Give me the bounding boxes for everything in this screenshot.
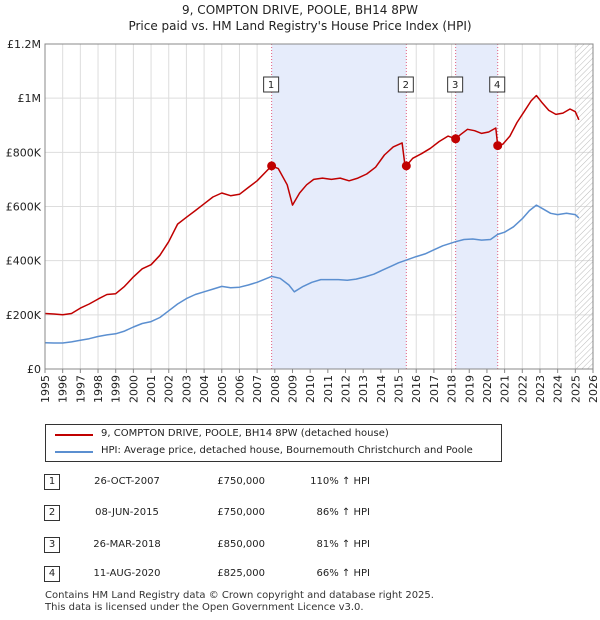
x-tick-label: 2006 xyxy=(233,375,246,403)
legend-swatch-hpi xyxy=(55,451,93,453)
y-tick-label: £800K xyxy=(6,146,42,159)
x-tick-label: 2013 xyxy=(357,375,370,403)
shaded-range xyxy=(455,44,498,369)
sale-price: £850,000 xyxy=(217,539,265,550)
sale-label: 3 xyxy=(452,80,458,91)
y-tick-label: £400K xyxy=(6,255,42,268)
sale-hpi-change: 110% ↑ HPI xyxy=(310,476,370,487)
sale-number: 1 xyxy=(44,474,60,490)
sale-row: 1 26-OCT-2007 £750,000 110% ↑ HPI xyxy=(0,473,600,493)
sale-point xyxy=(493,141,503,151)
x-tick-label: 2023 xyxy=(534,375,547,403)
chart-title: 9, COMPTON DRIVE, POOLE, BH14 8PW xyxy=(182,3,418,17)
sale-row: 2 08-JUN-2015 £750,000 86% ↑ HPI xyxy=(0,504,600,524)
x-tick-label: 2022 xyxy=(516,375,529,403)
x-tick-label: 2012 xyxy=(340,375,353,403)
x-tick-label: 2014 xyxy=(375,375,388,403)
x-tick-label: 2018 xyxy=(446,375,459,403)
sale-date: 08-JUN-2015 xyxy=(95,507,159,518)
x-tick-label: 2009 xyxy=(286,375,299,403)
x-tick-label: 1995 xyxy=(39,375,52,403)
legend: 9, COMPTON DRIVE, POOLE, BH14 8PW (detac… xyxy=(45,424,502,462)
sale-point xyxy=(451,134,461,144)
x-tick-label: 2008 xyxy=(269,375,282,403)
x-tick-label: 2020 xyxy=(481,375,494,403)
x-tick-label: 2019 xyxy=(463,375,476,403)
sale-price: £750,000 xyxy=(217,476,265,487)
sale-date: 26-OCT-2007 xyxy=(94,476,160,487)
footer-copyright: Contains HM Land Registry data © Crown c… xyxy=(45,590,434,601)
sale-number: 3 xyxy=(44,537,60,553)
x-tick-label: 1997 xyxy=(74,375,87,403)
shaded-range xyxy=(271,44,407,369)
hpi-line xyxy=(44,204,580,344)
sale-point xyxy=(267,161,277,171)
x-tick-label: 2026 xyxy=(587,375,600,403)
chart-subtitle: Price paid vs. HM Land Registry's House … xyxy=(128,19,472,33)
y-tick-label: £0 xyxy=(27,363,41,376)
x-tick-label: 2011 xyxy=(322,375,335,403)
legend-swatch-property xyxy=(55,434,93,436)
x-tick-label: 2004 xyxy=(198,375,211,403)
sale-label-box xyxy=(447,76,464,93)
sale-label: 1 xyxy=(268,80,274,91)
price-chart: 1 2 3 4 £0 £200K £400K £600K £800K £1M £1.2M 1995 1… xyxy=(6,38,600,403)
property-price-line xyxy=(44,94,580,316)
y-tick-label: £1.2M xyxy=(7,38,41,51)
sale-date: 11-AUG-2020 xyxy=(93,568,161,579)
x-tick-label: 2010 xyxy=(304,375,317,403)
x-tick-label: 1996 xyxy=(57,375,70,403)
x-tick-label: 2001 xyxy=(145,375,158,403)
sale-label-box xyxy=(489,76,506,93)
x-tick-label: 2025 xyxy=(569,375,582,403)
sale-point xyxy=(401,161,411,171)
sale-label: 4 xyxy=(494,80,500,91)
x-tick-label: 2002 xyxy=(163,375,176,403)
x-tick-label: 2003 xyxy=(180,375,193,403)
sale-row: 4 11-AUG-2020 £825,000 66% ↑ HPI xyxy=(0,565,600,585)
x-tick-label: 1999 xyxy=(110,375,123,403)
forecast-hatch xyxy=(575,44,593,369)
sale-price: £825,000 xyxy=(217,568,265,579)
x-tick-label: 2007 xyxy=(251,375,264,403)
sale-date: 26-MAR-2018 xyxy=(93,539,161,550)
legend-label-hpi: HPI: Average price, detached house, Bour… xyxy=(101,445,473,456)
x-tick-label: 2017 xyxy=(428,375,441,403)
y-tick-label: £600K xyxy=(6,201,42,214)
sale-number: 2 xyxy=(44,505,60,521)
sale-label-box xyxy=(263,76,280,93)
sale-number: 4 xyxy=(44,566,60,582)
x-tick-label: 2000 xyxy=(127,375,140,403)
y-tick-label: £1M xyxy=(18,92,42,105)
x-tick-label: 2015 xyxy=(393,375,406,403)
sale-price: £750,000 xyxy=(217,507,265,518)
y-tick-label: £200K xyxy=(6,309,42,322)
plot-frame xyxy=(44,43,594,370)
sale-hpi-change: 66% ↑ HPI xyxy=(316,568,370,579)
sale-label-box xyxy=(397,76,414,93)
x-tick-label: 2005 xyxy=(216,375,229,403)
x-tick-label: 1998 xyxy=(92,375,105,403)
sale-hpi-change: 81% ↑ HPI xyxy=(316,539,370,550)
legend-label-property: 9, COMPTON DRIVE, POOLE, BH14 8PW (detac… xyxy=(101,428,389,439)
x-tick-label: 2021 xyxy=(499,375,512,403)
sale-row: 3 26-MAR-2018 £850,000 81% ↑ HPI xyxy=(0,536,600,556)
x-tick-label: 2024 xyxy=(552,375,565,403)
sale-label: 2 xyxy=(403,80,409,91)
x-tick-label: 2016 xyxy=(410,375,423,403)
sale-hpi-change: 86% ↑ HPI xyxy=(316,507,370,518)
footer-licence: This data is licensed under the Open Gov… xyxy=(45,602,364,613)
